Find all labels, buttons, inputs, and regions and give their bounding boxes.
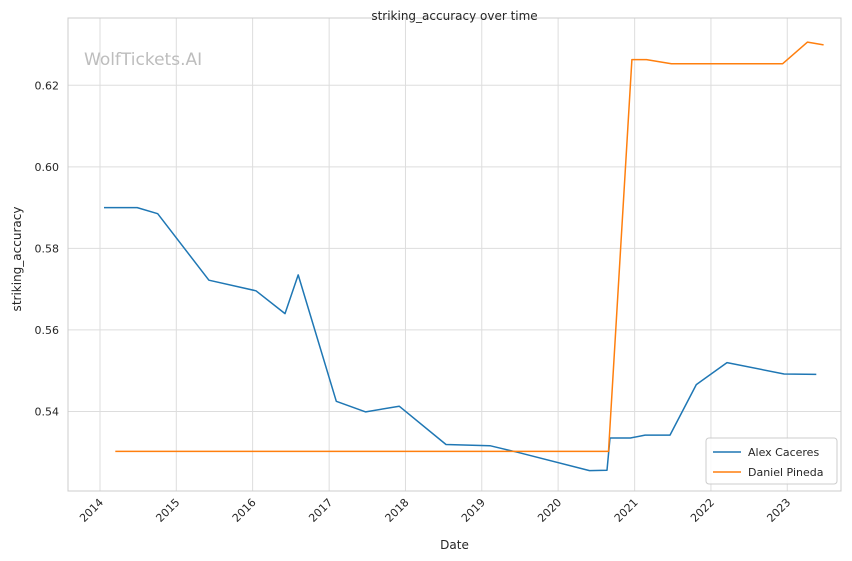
- series-line-alex-caceres: [104, 206, 817, 472]
- y-tick-label: 0.60: [35, 161, 60, 174]
- y-tick-label: 0.58: [35, 242, 60, 255]
- plot-area: [68, 18, 841, 491]
- y-tick-label: 0.56: [35, 324, 60, 337]
- watermark-text: WolfTickets.AI: [84, 50, 202, 70]
- x-axis-label: Date: [440, 538, 469, 552]
- y-axis-label: striking_accuracy: [10, 207, 24, 312]
- legend: Alex Caceres Daniel Pineda: [705, 437, 838, 485]
- legend-label-alex-caceres: Alex Caceres: [748, 446, 819, 459]
- series-line-daniel-pineda: [115, 41, 824, 453]
- y-axis-ticks: 0.54 0.56 0.58 0.60 0.62: [35, 79, 60, 418]
- plot-border: [67, 17, 842, 492]
- y-tick-label: 0.62: [35, 79, 60, 92]
- y-tick-label: 0.54: [35, 405, 60, 418]
- legend-label-daniel-pineda: Daniel Pineda: [748, 466, 823, 479]
- series-lines: [104, 41, 824, 472]
- grid-lines: [68, 18, 841, 491]
- chart-title: striking_accuracy over time: [371, 9, 537, 23]
